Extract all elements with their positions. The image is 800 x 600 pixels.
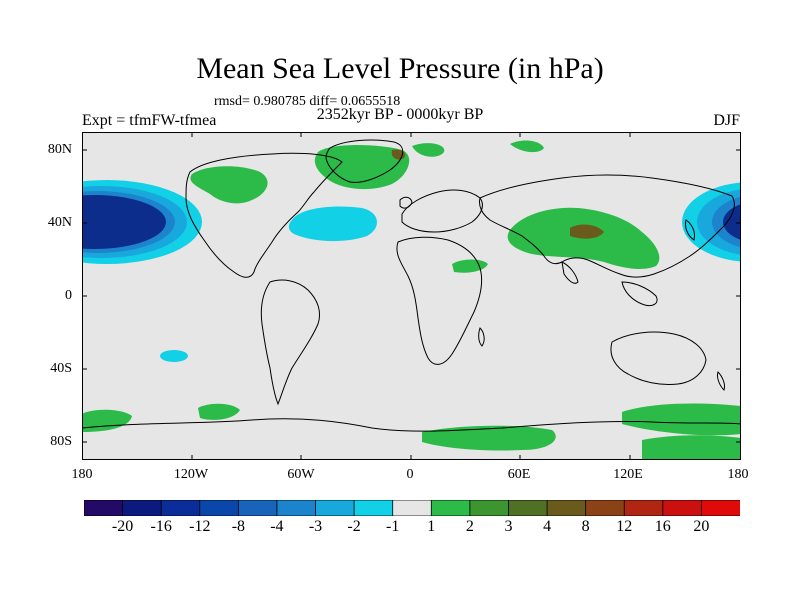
period-text: 2352kyr BP - 0000kyr BP <box>316 106 484 123</box>
lon-label-0: 0 <box>406 467 414 482</box>
colorbar-swatch <box>469 500 510 516</box>
high-arctic-east <box>412 143 445 157</box>
lat-label-80s: 80S <box>50 434 72 449</box>
lat-label-40s: 40S <box>50 361 72 376</box>
colorbar-swatch <box>508 500 548 516</box>
lon-label-180w: 180 <box>71 467 93 482</box>
north-pacific-low-west <box>82 180 202 264</box>
colorbar <box>84 500 740 516</box>
coast-africa <box>396 236 483 365</box>
high-asia-core <box>570 224 604 239</box>
stats-text: rmsd= 0.980785 diff= 0.0655518 <box>214 94 401 109</box>
colorbar-label: -3 <box>308 518 323 535</box>
colorbar-label: 3 <box>504 518 513 535</box>
north-atlantic-low <box>288 206 378 242</box>
coast-australia <box>610 331 707 385</box>
colorbar-label: -20 <box>111 518 134 535</box>
lon-label-60w: 60W <box>287 467 315 482</box>
lon-label-120w: 120W <box>173 467 209 482</box>
high-north-america <box>190 166 268 204</box>
colorbar-swatch <box>84 500 124 516</box>
colorbar-swatch <box>585 500 626 516</box>
north-pacific-low-east <box>682 182 741 262</box>
colorbar-swatch <box>237 500 278 516</box>
graticule-ticks <box>82 132 741 460</box>
coast-india <box>561 261 579 284</box>
coast-antarctica <box>82 418 741 432</box>
colorbar-swatch <box>701 500 740 516</box>
experiment-label: Expt = tfmFW-tfmea <box>82 112 217 129</box>
high-greenland <box>314 145 410 190</box>
colorbar-swatch <box>546 500 587 516</box>
lat-label-0: 0 <box>65 288 72 303</box>
colorbar-label: 16 <box>654 518 671 535</box>
high-southern-ocean-east-2 <box>642 435 741 460</box>
coast-greenland <box>325 139 404 183</box>
colorbar-swatch <box>392 500 433 516</box>
lat-label-80n: 80N <box>47 142 72 157</box>
high-siberia <box>510 140 544 153</box>
colorbar-swatch <box>662 500 703 516</box>
map-plot <box>82 132 741 460</box>
lat-label-40n: 40N <box>47 215 72 230</box>
season-label: DJF <box>713 112 740 129</box>
colorbar-label: -4 <box>270 518 284 535</box>
high-southern-ocean-east <box>622 403 741 436</box>
colorbar-swatch <box>276 500 317 516</box>
high-antarctic-east <box>422 425 556 451</box>
colorbar-swatch <box>430 500 471 516</box>
colorbar-label: 4 <box>543 518 552 535</box>
coastlines <box>82 139 741 432</box>
colorbar-swatch <box>160 500 201 516</box>
high-north-africa <box>452 259 488 273</box>
lon-label-180e: 180 <box>727 467 749 482</box>
coast-madagascar <box>478 327 485 347</box>
high-southern-ocean-pacific <box>198 403 240 420</box>
coast-japan <box>685 219 695 241</box>
map-frame <box>82 132 741 460</box>
colorbar-label: 1 <box>427 518 436 535</box>
colorbar-swatch <box>353 500 394 516</box>
coast-north-america <box>185 152 343 278</box>
map-background <box>82 132 741 460</box>
colorbar-label: -16 <box>150 518 172 535</box>
coast-uk <box>399 196 413 209</box>
colorbar-label: 12 <box>616 518 633 535</box>
colorbar-label: -2 <box>347 518 361 535</box>
colorbar-swatch <box>122 500 163 516</box>
coast-europe <box>401 189 483 233</box>
colorbar-swatch <box>315 500 356 516</box>
lon-label-120e: 120E <box>613 467 643 482</box>
coast-asia <box>479 174 735 278</box>
colorbar-label: -8 <box>231 518 246 535</box>
colorbar-label: 2 <box>465 518 474 535</box>
coast-southeast-asia <box>621 281 658 307</box>
colorbar-swatch <box>199 500 240 516</box>
colorbar-swatch <box>623 500 664 516</box>
colorbar-label: -12 <box>189 518 211 535</box>
colorbar-label: -1 <box>386 518 400 535</box>
colorbar-label: 8 <box>581 518 590 535</box>
coast-new-zealand <box>717 371 725 391</box>
map-title: Mean Sea Level Pressure (in hPa) <box>196 52 604 85</box>
lon-label-60e: 60E <box>507 467 531 482</box>
coast-south-america <box>260 279 321 406</box>
south-pacific-low <box>160 350 188 362</box>
colorbar-label: 20 <box>693 518 710 535</box>
